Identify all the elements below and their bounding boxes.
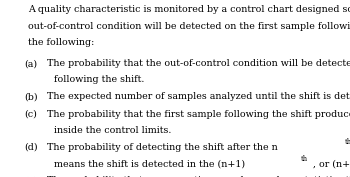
- Text: (a): (a): [25, 59, 38, 68]
- Text: out-of-control condition will be detected on the first sample following the shif: out-of-control condition will be detecte…: [28, 22, 350, 31]
- Text: A quality characteristic is monitored by a control chart designed so the probabi: A quality characteristic is monitored by…: [28, 5, 350, 14]
- Text: th: th: [301, 155, 308, 163]
- Text: means the shift is detected in the (n+1): means the shift is detected in the (n+1): [54, 159, 245, 168]
- Text: following the shift.: following the shift.: [54, 75, 145, 84]
- Text: The probability of detecting the shift after the n: The probability of detecting the shift a…: [47, 143, 278, 152]
- Text: The probability that n consecutive samples produce statistics that plot outside : The probability that n consecutive sampl…: [47, 176, 350, 177]
- Text: (d): (d): [25, 143, 38, 152]
- Text: The probability that the out-of-control condition will be detected on the  n: The probability that the out-of-control …: [47, 59, 350, 68]
- Text: The probability that the first sample following the shift produces a statistic t: The probability that the first sample fo…: [47, 110, 350, 119]
- Text: th: th: [345, 138, 350, 146]
- Text: (b): (b): [25, 92, 38, 101]
- Text: (e): (e): [25, 176, 38, 177]
- Text: (c): (c): [25, 110, 37, 119]
- Text: inside the control limits.: inside the control limits.: [54, 126, 172, 135]
- Text: The expected number of samples analyzed until the shift is detected.: The expected number of samples analyzed …: [47, 92, 350, 101]
- Text: , or (n+2): , or (n+2): [310, 159, 350, 168]
- Text: the following:: the following:: [28, 38, 94, 47]
